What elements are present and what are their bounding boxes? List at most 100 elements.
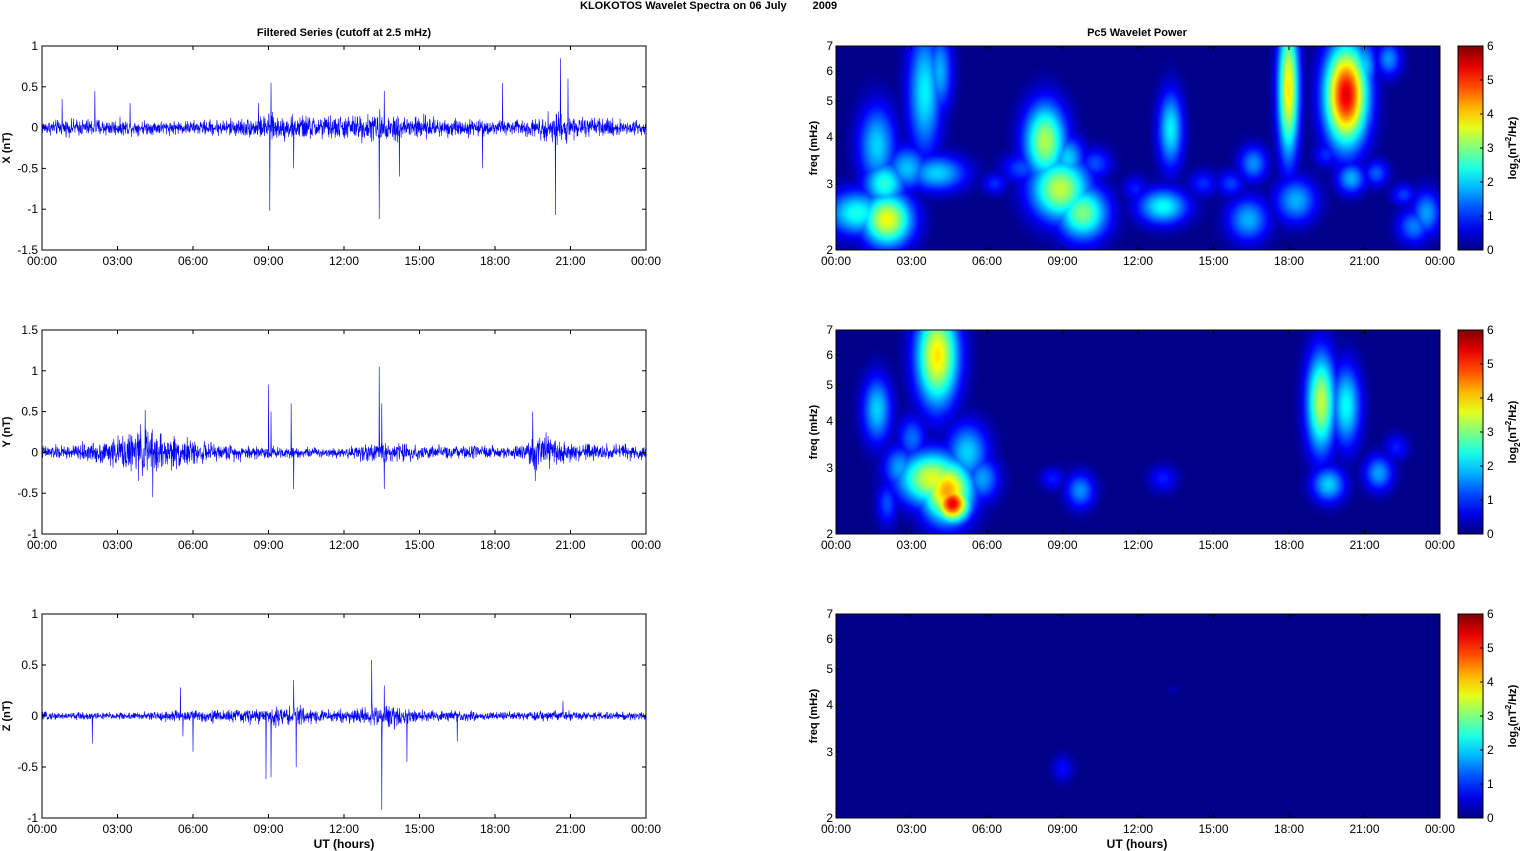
wavelet-ytick-label: 4 [826,698,833,712]
wavelet-xtick-label: 15:00 [1198,822,1228,836]
colorbar-tick-label: 2 [1487,175,1494,189]
series-ytick-label: -1.5 [17,243,38,257]
series-ylabel: X (nT) [1,132,13,163]
wavelet-ytick-label: 6 [826,348,833,362]
wavelet-ytick-label: 3 [826,177,833,191]
wavelet-xtick-label: 03:00 [896,822,926,836]
series-xtick-label: 18:00 [480,538,510,552]
wavelet-xtick-label: 00:00 [821,822,851,836]
series-xtick-label: 03:00 [102,538,132,552]
wavelet-xtick-label: 00:00 [1425,254,1455,268]
colorbar-tick-label: 4 [1487,391,1494,405]
series-ytick-label: 0.5 [21,658,38,672]
colorbar-tick-label: 3 [1487,425,1494,439]
series-xtick-label: 09:00 [253,254,283,268]
series-Z-trace [42,659,646,810]
wavelet-ytick-label: 6 [826,64,833,78]
colorbar-label: log2(nT2/Hz) [1504,684,1522,747]
wavelet-xtick-label: 06:00 [972,822,1002,836]
series-xtick-label: 21:00 [555,254,585,268]
wavelet-xtick-label: 21:00 [1349,538,1379,552]
wavelet-ytick-label: 7 [826,39,833,53]
wavelet-xtick-label: 12:00 [1123,254,1153,268]
series-ytick-label: 0.5 [21,405,38,419]
series-xtick-label: 18:00 [480,254,510,268]
series-ytick-label: 1.5 [21,323,38,337]
series-plot-area [42,330,646,534]
wavelet-ytick-label: 5 [826,378,833,392]
colorbar-tick-label: 5 [1487,357,1494,371]
series-ytick-label: 0 [31,121,38,135]
series-xtick-label: 03:00 [102,822,132,836]
series-ytick-label: 1 [31,364,38,378]
colorbar-tick-label: 0 [1487,527,1494,541]
series-xtick-label: 00:00 [27,538,57,552]
wavelet-xtick-label: 00:00 [821,538,851,552]
series-xtick-label: 00:00 [631,254,661,268]
figure-title-year: 2009 [813,0,837,12]
series-ytick-label: 1 [31,607,38,621]
wavelet-xtick-label: 00:00 [1425,538,1455,552]
wavelet-panel-Z-wavelet: 2 3 4 5 6 7 00:00 03:00 06:00 09:00 12:00 15:00 18:0… [808,607,1522,836]
series-xtick-label: 12:00 [329,822,359,836]
wavelet-panel-Y-wavelet: 2 3 4 5 6 7 00:00 03:00 06:00 09:00 12:00 15:00 18:0… [808,323,1522,552]
wavelet-xtick-label: 18:00 [1274,822,1304,836]
right-column-title: Pc5 Wavelet Power [1087,27,1188,39]
wavelet-xtick-label: 09:00 [1047,822,1077,836]
wavelet-ytick-label: 5 [826,94,833,108]
wavelet-ytick-label: 2 [826,527,833,541]
series-xtick-label: 00:00 [631,822,661,836]
wavelet-ylabel: freq (mHz) [808,688,820,743]
series-panel-Z: 10.50-0.5-100:00 03:00 06:00 09:00 12:00 15:0… [1,607,661,836]
wavelet-xtick-label: 09:00 [1047,538,1077,552]
series-xtick-label: 09:00 [253,822,283,836]
series-ytick-label: -0.5 [17,161,38,175]
wavelet-xtick-label: 03:00 [896,254,926,268]
series-plot-area [42,46,646,250]
series-ylabel: Z (nT) [1,700,13,731]
wavelet-xtick-label: 03:00 [896,538,926,552]
wavelet-xtick-label: 21:00 [1349,822,1379,836]
series-xtick-label: 09:00 [253,538,283,552]
series-xtick-label: 06:00 [178,822,208,836]
wavelet-ytick-label: 2 [826,811,833,825]
colorbar-tick-label: 2 [1487,459,1494,473]
series-xtick-label: 06:00 [178,538,208,552]
wavelet-xtick-label: 00:00 [821,254,851,268]
left-xlabel: UT (hours) [314,837,375,851]
figure-title-prefix: KLOKOTOS Wavelet Spectra on 06 July [580,0,787,12]
colorbar-tick-label: 3 [1487,141,1494,155]
series-xtick-label: 21:00 [555,538,585,552]
series-ytick-label: -0.5 [17,486,38,500]
series-xtick-label: 03:00 [102,254,132,268]
wavelet-ytick-label: 3 [826,745,833,759]
wavelet-ytick-label: 7 [826,607,833,621]
colorbar-label: log2(nT2/Hz) [1504,116,1522,179]
colorbar-tick-label: 6 [1487,39,1494,53]
series-ytick-label: -1 [27,527,38,541]
colorbar-tick-label: 0 [1487,811,1494,825]
wavelet-heatmap-Y-wavelet [836,330,1440,534]
wavelet-ytick-label: 4 [826,130,833,144]
series-X-trace [42,58,646,219]
wavelet-ylabel: freq (mHz) [808,404,820,459]
colorbar-tick-label: 6 [1487,607,1494,621]
series-xtick-label: 21:00 [555,822,585,836]
colorbar-tick-label: 3 [1487,709,1494,723]
wavelet-xtick-label: 00:00 [1425,822,1455,836]
series-ytick-label: -0.5 [17,760,38,774]
series-xtick-label: 00:00 [27,254,57,268]
wavelet-ytick-label: 2 [826,243,833,257]
wavelet-xtick-label: 06:00 [972,538,1002,552]
series-panel-X: 10.50-0.5-1-1.500:00 03:00 06:00 09:00 12:00… [1,39,661,268]
wavelet-ytick-label: 6 [826,632,833,646]
wavelet-ytick-label: 3 [826,461,833,475]
colorbar-tick-label: 0 [1487,243,1494,257]
series-xtick-label: 12:00 [329,538,359,552]
series-xtick-label: 06:00 [178,254,208,268]
series-xtick-label: 18:00 [480,822,510,836]
right-xlabel: UT (hours) [1107,837,1168,851]
series-xtick-label: 15:00 [404,822,434,836]
colorbar-tick-label: 1 [1487,493,1494,507]
